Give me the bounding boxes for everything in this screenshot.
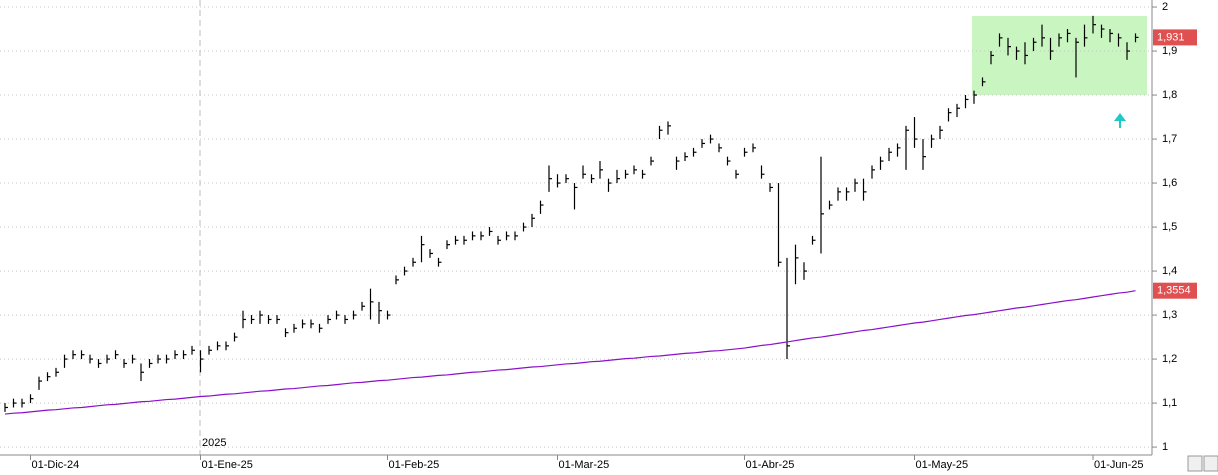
price-tag (1153, 282, 1197, 299)
y-tick-label: 1,6 (1162, 177, 1177, 189)
x-tick-label: 01-Abr-25 (746, 459, 795, 471)
price-tag-label: 1,3554 (1157, 285, 1191, 297)
x-tick-label: 01-Ene-25 (202, 459, 253, 471)
price-tag-label: 1,931 (1157, 31, 1185, 43)
scroll-button[interactable] (1203, 455, 1218, 472)
y-tick-label: 1,2 (1162, 353, 1177, 365)
y-tick-label: 1,3 (1162, 309, 1177, 321)
x-tick-label: 01-May-25 (916, 459, 969, 471)
price-tag (1153, 29, 1197, 46)
y-tick-label: 1,9 (1162, 45, 1177, 57)
y-tick-label: 2 (1162, 1, 1168, 13)
y-tick-label: 1,4 (1162, 265, 1177, 277)
x-tick-label: 01-Jun-25 (1094, 459, 1144, 471)
y-tick-label: 1,1 (1162, 397, 1177, 409)
x-tick-label: 01-Dic-24 (32, 459, 80, 471)
zoom-button[interactable] (1187, 455, 1203, 472)
x-tick-label: 01-Mar-25 (559, 459, 610, 471)
year-label: 2025 (202, 437, 226, 449)
y-tick-label: 1,8 (1162, 89, 1177, 101)
highlight-zone (972, 16, 1147, 95)
signal-arrow (1114, 113, 1126, 128)
y-tick-label: 1 (1162, 441, 1168, 453)
y-tick-label: 1,5 (1162, 221, 1177, 233)
x-tick-label: 01-Feb-25 (389, 459, 440, 471)
y-tick-label: 1,7 (1162, 133, 1177, 145)
moving-average-line (4, 290, 1136, 415)
x-axis-band (0, 455, 1218, 475)
